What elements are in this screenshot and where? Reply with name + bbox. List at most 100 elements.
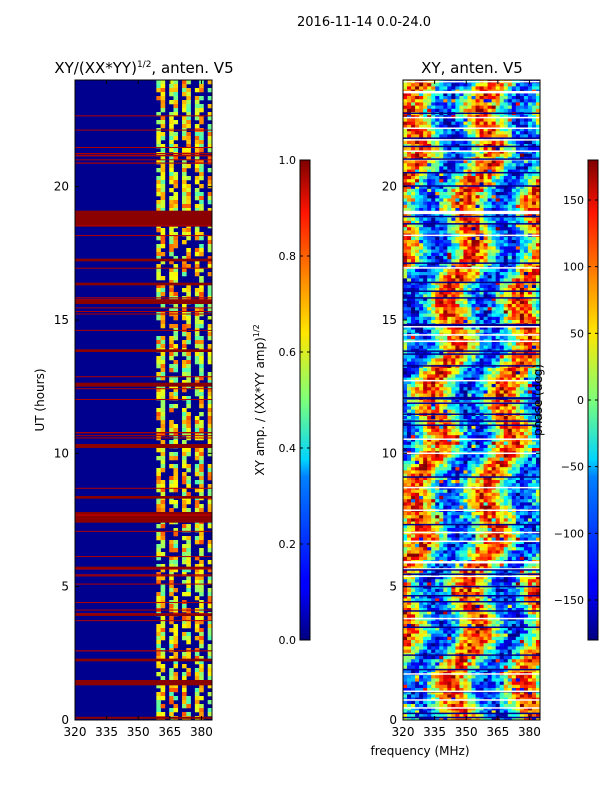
phase-heatmap-cell (503, 374, 509, 378)
phase-heatmap-cell (499, 208, 505, 212)
amp-heatmap-cell (207, 88, 213, 93)
phase-heatmap-cell (491, 208, 496, 212)
phase-heatmap-cell (439, 403, 444, 407)
amp-heatmap-cell (160, 100, 166, 105)
amp-heatmap-cell (182, 164, 187, 169)
phase-heatmap-cell (503, 259, 509, 263)
phase-heatmap-cell (423, 259, 428, 263)
phase-heatmap-cell (447, 320, 452, 324)
phase-heatmap-cell (499, 435, 505, 439)
phase-heatmap-cell (451, 400, 456, 404)
amp-heatmap-cell (169, 240, 174, 245)
phase-heatmap-cell (495, 176, 501, 180)
phase-heatmap-cell (439, 121, 444, 126)
phase-heatmap-cell (531, 288, 537, 292)
phase-heatmap-cell (423, 121, 428, 126)
phase-heatmap-cell (499, 99, 505, 103)
phase-heatmap-cell (503, 179, 509, 183)
phase-heatmap-cell (491, 92, 496, 97)
phase-heatmap-cell (435, 105, 440, 110)
phase-heatmap-cell (471, 435, 476, 439)
phase-heatmap-cell (519, 236, 525, 241)
phase-heatmap-cell (503, 371, 509, 375)
phase-heatmap-cell (455, 416, 460, 420)
phase-heatmap-cell (423, 438, 428, 442)
phase-heatmap-cell (435, 425, 440, 430)
phase-heatmap-cell (415, 310, 420, 314)
phase-heatmap-cell (471, 409, 476, 414)
phase-heatmap-cell (483, 313, 488, 318)
phase-heatmap-cell (503, 252, 509, 257)
amp-heatmap-cell (169, 396, 174, 401)
phase-heatmap-cell (475, 147, 480, 151)
phase-heatmap-cell (515, 320, 521, 324)
phase-heatmap-cell (487, 163, 492, 167)
phase-heatmap-cell (455, 281, 460, 286)
phase-heatmap-cell (467, 147, 472, 151)
amp-heatmap-cell (156, 284, 161, 289)
amp-flag-band (75, 210, 212, 227)
amp-heatmap-cell (186, 592, 191, 597)
phase-heatmap-cell (459, 384, 464, 388)
phase-heatmap-cell (439, 128, 444, 132)
phase-heatmap-cell (443, 192, 448, 196)
phase-heatmap-cell (499, 387, 505, 391)
phase-heatmap-cell (459, 326, 464, 330)
phase-heatmap-cell (487, 240, 492, 244)
amp-heatmap-cell (186, 356, 191, 361)
phase-heatmap-cell (535, 176, 541, 180)
phase-heatmap-cell (479, 256, 484, 260)
phase-heatmap-cell (519, 342, 525, 346)
phase-heatmap-cell (439, 246, 444, 250)
amp-heatmap-cell (173, 176, 179, 181)
amp-heatmap-cell (182, 552, 187, 557)
phase-heatmap-cell (495, 195, 501, 199)
phase-heatmap-cell (487, 425, 492, 430)
phase-heatmap-cell (467, 288, 472, 292)
phase-heatmap-cell (403, 374, 408, 378)
phase-heatmap-cell (451, 224, 456, 228)
phase-heatmap-cell (415, 243, 420, 247)
phase-heatmap-cell (499, 147, 505, 151)
phase-heatmap-cell (455, 406, 460, 410)
phase-heatmap-cell (487, 380, 492, 385)
phase-heatmap-cell (483, 380, 488, 385)
phase-heatmap-cell (403, 224, 408, 228)
phase-heatmap-cell (439, 336, 444, 340)
phase-heatmap-cell (483, 368, 488, 372)
phase-heatmap-cell (443, 256, 448, 260)
phase-heatmap-cell (511, 179, 517, 183)
phase-heatmap-cell (511, 243, 517, 247)
phase-heatmap-cell (515, 124, 521, 129)
phase-heatmap-cell (515, 99, 521, 103)
phase-heatmap-cell (419, 291, 424, 295)
phase-heatmap-cell (491, 163, 496, 167)
amp-heatmap-cell (182, 548, 187, 553)
phase-heatmap-cell (519, 176, 525, 180)
phase-heatmap-cell (467, 368, 472, 372)
phase-heatmap-cell (443, 416, 448, 420)
phase-heatmap-cell (471, 422, 476, 426)
phase-heatmap-cell (479, 313, 484, 318)
phase-heatmap-cell (447, 377, 452, 382)
phase-heatmap-cell (431, 313, 436, 318)
amp-heatmap-cell (186, 232, 191, 237)
phase-heatmap-cell (503, 153, 509, 158)
phase-heatmap-cell (451, 368, 456, 372)
phase-heatmap-cell (439, 320, 444, 324)
phase-heatmap-cell (535, 387, 541, 391)
phase-heatmap-cell (483, 377, 488, 382)
phase-heatmap-cell (495, 188, 501, 193)
phase-heatmap-cell (407, 374, 412, 378)
amp-heatmap-cell (186, 324, 191, 329)
phase-heatmap-cell (487, 201, 492, 206)
phase-heatmap-cell (443, 316, 448, 321)
amp-heatmap-cell (194, 156, 200, 161)
phase-heatmap-cell (451, 342, 456, 346)
phase-heatmap-cell (499, 297, 505, 302)
phase-heatmap-cell (431, 220, 436, 225)
phase-heatmap-cell (519, 409, 525, 414)
amp-heatmap-cell (207, 360, 213, 365)
phase-heatmap-cell (531, 368, 537, 372)
amp-heatmap-cell (186, 432, 191, 437)
